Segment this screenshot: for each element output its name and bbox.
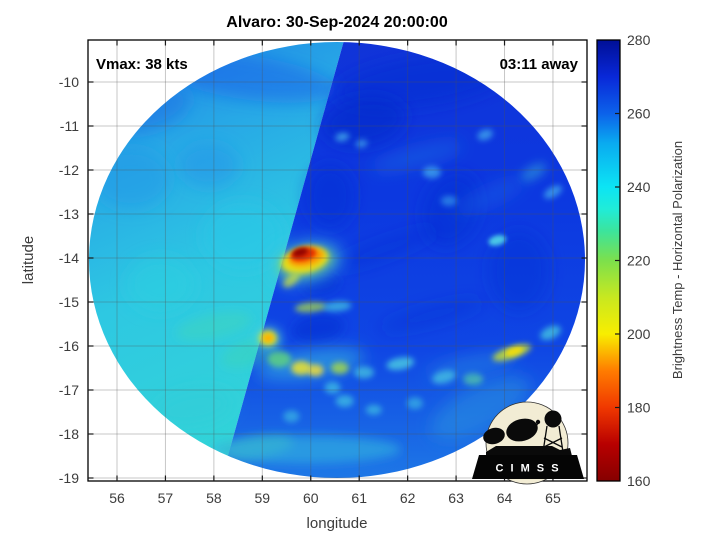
temp-blob: [540, 325, 561, 340]
temp-blob: [323, 301, 352, 312]
temp-blob: [477, 129, 493, 141]
temp-blob: [179, 143, 240, 188]
colorbar-tick-label: 280: [627, 32, 651, 48]
y-tick-label: -13: [59, 206, 79, 222]
temp-blob: [291, 361, 312, 375]
colorbar-tick-label: 220: [627, 253, 651, 269]
temp-blob: [202, 202, 283, 270]
temp-blob: [521, 163, 547, 181]
plot-border: [87, 39, 588, 482]
vmax-annotation: Vmax: 38 kts: [96, 56, 188, 73]
temp-blob: [355, 139, 368, 148]
temp-blob: [283, 410, 300, 423]
grid-layer: [88, 40, 587, 481]
chart-title: Alvaro: 30-Sep-2024 20:00:00: [226, 14, 448, 31]
y-tick-label: -19: [59, 470, 79, 486]
y-tick-label: -12: [59, 162, 79, 178]
temp-blob: [306, 164, 355, 229]
x-tick-label: 59: [255, 490, 271, 506]
x-tick-label: 56: [109, 490, 125, 506]
temp-blob: [210, 435, 401, 464]
colorbar-tick-label: 200: [627, 326, 651, 342]
temp-blob: [292, 314, 344, 343]
y-tick-label: -10: [59, 74, 79, 90]
y-axis-label: latitude: [20, 236, 37, 284]
colorbar-tick-labels: 280 260 240 220 200 180 160: [627, 32, 651, 489]
temp-blob: [326, 226, 440, 272]
temp-blob: [292, 247, 308, 257]
temp-blob: [440, 195, 457, 206]
temp-blob: [489, 231, 550, 312]
temp-blob: [543, 185, 562, 199]
temp-blob: [335, 132, 350, 142]
cimss-logo-text: C I M S S: [495, 463, 560, 475]
temp-blob: [386, 357, 415, 370]
tick-label-layer: 56 57 58 59 60 61 62 63 64 65 -10 -11 -12 -13 -14 -15 -1…: [59, 74, 561, 506]
temp-blob: [126, 256, 195, 313]
temp-blob: [430, 375, 530, 440]
colorbar-tick-label: 160: [627, 473, 651, 489]
temp-blob: [307, 364, 324, 377]
colorbar-tick-layer: [615, 112, 620, 409]
temp-blob: [283, 272, 300, 288]
temp-blob: [267, 351, 292, 368]
temp-blob: [455, 178, 525, 215]
colorbar: 280 260 240 220 200 180 160 Brightness Temp - …: [596, 32, 685, 489]
water-tower-legs: [529, 422, 564, 453]
y-tick-label: -17: [59, 382, 79, 398]
cimss-logo-banner: [472, 455, 584, 479]
temp-blob: [422, 166, 441, 179]
temp-blob: [330, 362, 349, 374]
colorbar-tick-label: 240: [627, 179, 651, 195]
y-tick-label: -11: [60, 118, 79, 134]
x-tick-label: 58: [206, 490, 222, 506]
x-tick-label: 65: [545, 490, 561, 506]
cimss-logo: C I M S S: [472, 401, 584, 485]
y-tick-label: -18: [59, 426, 79, 442]
temp-blob: [354, 366, 375, 379]
x-tick-label: 61: [351, 490, 367, 506]
y-tick-label: -15: [59, 294, 79, 310]
eta-annotation: 03:11 away: [500, 56, 579, 73]
colorbar-tick-label: 260: [627, 106, 651, 122]
temp-blob: [378, 297, 486, 333]
colorbar-tick-label: 180: [627, 400, 651, 416]
y-tick-label: -14: [59, 250, 79, 266]
temp-blob: [426, 352, 515, 380]
temp-blob: [176, 312, 252, 341]
water-tower-icon: [544, 410, 562, 428]
x-axis-label: longitude: [307, 515, 368, 532]
temp-blob: [294, 302, 327, 313]
temp-blob: [406, 397, 423, 410]
temp-blob: [370, 141, 464, 172]
temp-blob: [335, 395, 354, 407]
temp-blob: [263, 334, 274, 343]
temp-blob: [154, 388, 235, 427]
y-tick-label: -16: [59, 338, 79, 354]
x-tick-label: 62: [400, 490, 416, 506]
x-tick-label: 64: [497, 490, 513, 506]
temp-blob: [488, 235, 507, 246]
temp-blob: [505, 346, 523, 356]
temp-blob: [365, 404, 382, 415]
colorbar-title: Brightness Temp - Horizontal Polarizatio…: [670, 141, 685, 379]
x-tick-label: 60: [303, 490, 319, 506]
x-tick-label: 63: [448, 490, 464, 506]
x-tick-label: 57: [158, 490, 174, 506]
temp-blob: [324, 381, 341, 394]
